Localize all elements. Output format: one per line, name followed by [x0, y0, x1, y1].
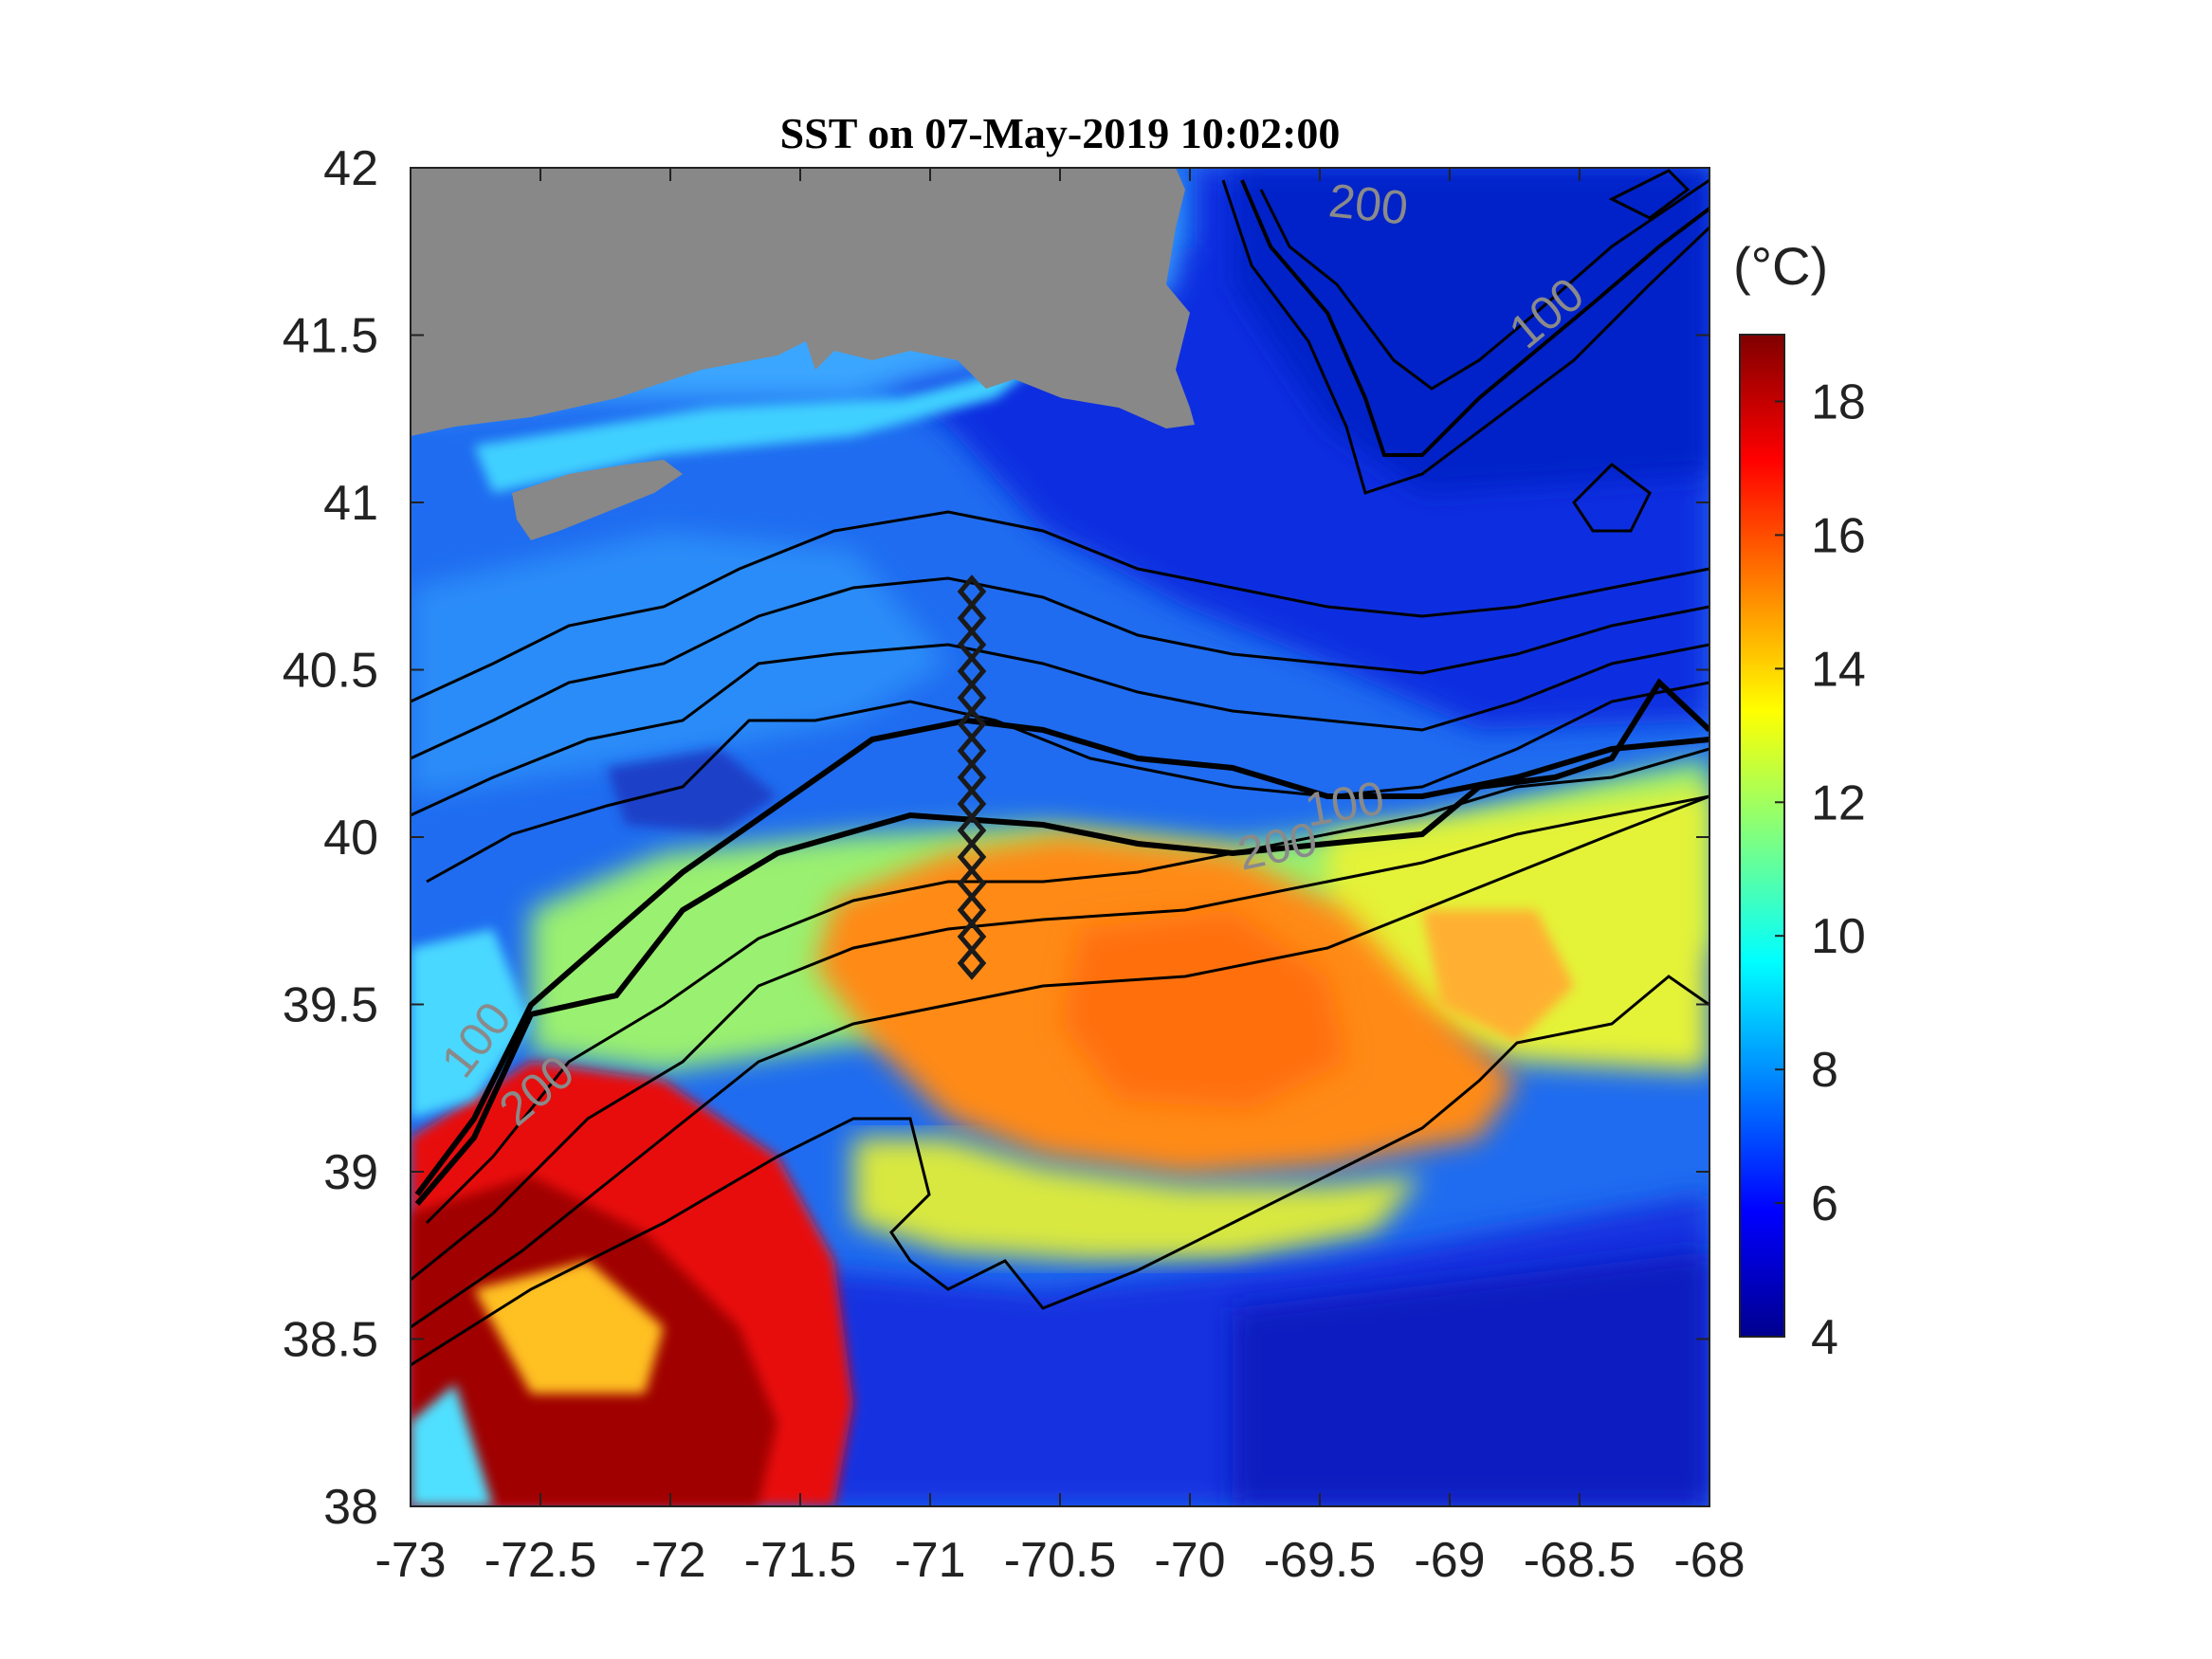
x-tick-label: -72.5: [484, 1533, 597, 1588]
y-tick-label: 41: [323, 476, 378, 531]
x-tick-label: -69.5: [1264, 1533, 1377, 1588]
colorbar-tick-label: 8: [1811, 1043, 1838, 1098]
colorbar-tick-label: 6: [1811, 1176, 1838, 1231]
colorbar-unit-label: (°C): [1733, 236, 1828, 296]
contour-label: 200: [1326, 173, 1411, 234]
y-tick-label: 41.5: [283, 309, 378, 364]
colorbar-tick-label: 12: [1811, 775, 1866, 830]
x-tick-label: -70: [1154, 1533, 1225, 1588]
contour-line: [411, 643, 1709, 817]
contour-line: [411, 975, 1709, 1367]
contour-line: [425, 747, 1709, 1225]
station-transect: [957, 574, 987, 980]
x-tick-label: -71.5: [744, 1533, 857, 1588]
colorbar: [1739, 334, 1785, 1338]
y-tick-label: 40.5: [283, 644, 378, 699]
contour-line: [1608, 169, 1691, 220]
x-tick-label: -72: [634, 1533, 705, 1588]
y-tick-label: 39: [323, 1145, 378, 1200]
colorbar-tick-label: 4: [1811, 1310, 1838, 1365]
station-marker: [957, 946, 987, 980]
y-tick-label: 42: [323, 141, 378, 196]
x-tick-label: -68: [1673, 1533, 1745, 1588]
x-axis: -73 -72.5 -72 -71.5 -71 -70.5 -70 -69.5 -69 -68.5…: [375, 168, 1746, 1588]
contour-line: [411, 794, 1709, 1282]
x-tick-label: -69: [1414, 1533, 1485, 1588]
y-tick-label: 38: [323, 1480, 378, 1535]
contour-line-100m: [414, 717, 1709, 1196]
contour-line: [1572, 463, 1652, 533]
contour-line-200m: [414, 678, 1709, 1206]
y-axis: 42 41.5 41 40.5 40 39.5 39 38.5 38: [283, 141, 1709, 1535]
colorbar-tick-label: 18: [1811, 374, 1866, 429]
sst-field: [411, 168, 1709, 1506]
contour-line: [1259, 178, 1709, 391]
y-tick-label: 39.5: [283, 978, 378, 1033]
x-tick-label: -70.5: [1004, 1533, 1117, 1588]
colorbar-tick-label: 10: [1811, 909, 1866, 964]
bathymetry-contours: [411, 169, 1709, 1367]
colorbar-tick-label: 16: [1811, 508, 1866, 563]
contour-line: [411, 510, 1709, 703]
chart-title: SST on 07-May-2019 10:02:00: [780, 109, 1341, 157]
colorbar-tick-label: 14: [1811, 642, 1866, 697]
land-mass: [411, 168, 1195, 540]
colorbar-ticks: 18 16 14 12 10 8 6 4: [1775, 374, 1866, 1365]
x-tick-label: -68.5: [1524, 1533, 1636, 1588]
y-tick-label: 40: [323, 811, 378, 866]
contour-line: [426, 681, 1709, 884]
contour-line: [411, 794, 1709, 1329]
y-tick-label: 38.5: [283, 1313, 378, 1368]
x-tick-label: -71: [894, 1533, 965, 1588]
contour-line: [1221, 179, 1709, 495]
contour-line: [1240, 179, 1709, 457]
contour-line: [411, 576, 1709, 760]
x-tick-label: -73: [375, 1533, 446, 1588]
